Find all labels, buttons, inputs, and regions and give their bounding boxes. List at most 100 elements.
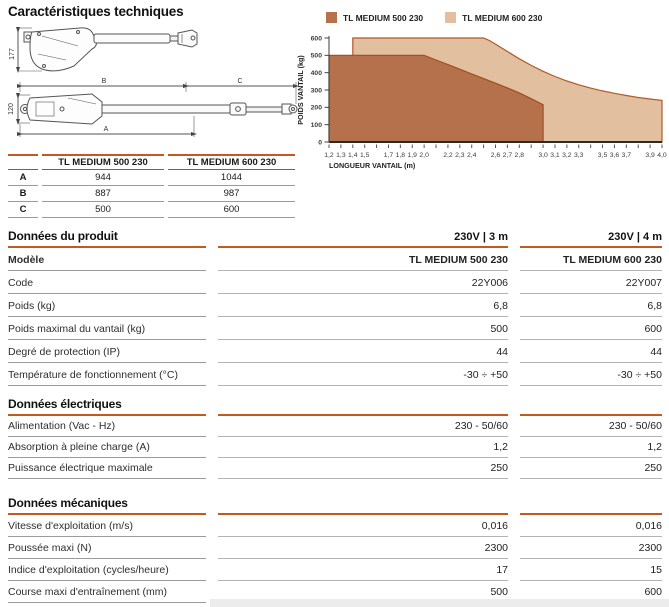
spec-row-value: TL MEDIUM 500 230: [218, 248, 508, 271]
x-tick-label: 3,3: [574, 152, 584, 159]
x-tick-label: 1,5: [360, 152, 370, 159]
gap: [508, 340, 520, 363]
section-title-cell: Données mécaniques: [8, 495, 206, 515]
column-header: [520, 396, 662, 416]
x-tick-label: 1,9: [408, 152, 418, 159]
gap: [206, 340, 218, 363]
x-tick-label: 3,7: [622, 152, 632, 159]
spec-row: Poussée maxi (N) 2300 2300: [8, 537, 662, 559]
spec-row: Puissance électrique maximale 250 250: [8, 458, 662, 479]
legend-swatch: [326, 12, 337, 23]
gap: [508, 515, 520, 537]
gap: [206, 228, 218, 248]
spec-row-value: 1,2: [520, 437, 662, 458]
spec-row-value: 22Y006: [218, 271, 508, 294]
spec-row-label: Poussée maxi (N): [8, 537, 206, 559]
dim-value: 987: [168, 186, 295, 202]
x-tick-label: 3,2: [562, 152, 572, 159]
gap: [508, 458, 520, 479]
dims-corner-cell: [8, 154, 38, 170]
spec-row-value: 1,2: [218, 437, 508, 458]
x-tick-label: 4,0: [657, 152, 667, 159]
spec-row-label: Vitesse d'exploitation (m/s): [8, 515, 206, 537]
y-tick-label: 600: [311, 35, 323, 42]
x-tick-label: 2,3: [455, 152, 465, 159]
dim-value: 500: [42, 202, 164, 218]
dims-col-header: TL MEDIUM 600 230: [168, 154, 295, 170]
gap: [508, 437, 520, 458]
spec-row-value: 44: [520, 340, 662, 363]
x-tick-label: 2,6: [491, 152, 501, 159]
dim-value: 887: [42, 186, 164, 202]
x-tick-label: 1,7: [384, 152, 394, 159]
gap: [206, 416, 218, 437]
x-tick-label: 2,2: [443, 152, 453, 159]
spec-row-value: 600: [520, 317, 662, 340]
x-tick-label: 2,7: [503, 152, 513, 159]
dim-value: 1044: [168, 170, 295, 186]
dim-177-label: 177: [9, 48, 16, 60]
gap: [206, 537, 218, 559]
dim-label: C: [8, 202, 38, 218]
spec-section-header: Données électriques: [8, 396, 662, 416]
dims-col-header: TL MEDIUM 500 230: [42, 154, 164, 170]
spec-row-value: 230 - 50/60: [218, 416, 508, 437]
gap: [206, 458, 218, 479]
gap: [508, 396, 520, 416]
spec-row-value: 6,8: [520, 294, 662, 317]
dim-120-label: 120: [8, 103, 15, 115]
section-title: Données électriques: [8, 397, 122, 411]
spec-row-value: 15: [520, 559, 662, 581]
spec-row-value: 22Y007: [520, 271, 662, 294]
x-tick-label: 3,6: [610, 152, 620, 159]
spec-row-value: 17: [218, 559, 508, 581]
spec-table: Données du produit 230V | 3 m 230V | 4 m Mo…: [8, 228, 662, 603]
x-axis-title: LONGUEUR VANTAIL (m): [329, 161, 416, 170]
spec-row-label: Alimentation (Vac - Hz): [8, 416, 206, 437]
actuator-drawing-svg: 177: [8, 27, 299, 137]
dim-b-label: B: [102, 78, 107, 85]
spec-row: Vitesse d'exploitation (m/s) 0,016 0,016: [8, 515, 662, 537]
x-tick-label: 3,0: [538, 152, 548, 159]
spec-row-value: 250: [520, 458, 662, 479]
spec-row: Absorption à pleine charge (A) 1,2 1,2: [8, 437, 662, 458]
column-header: 230V | 3 m: [218, 228, 508, 248]
spec-row-value: 2300: [218, 537, 508, 559]
dims-header-row: TL MEDIUM 500 230 TL MEDIUM 600 230: [8, 154, 295, 170]
spec-row-value: 0,016: [218, 515, 508, 537]
y-tick-label: 400: [311, 70, 323, 77]
y-tick-label: 500: [311, 53, 323, 60]
spec-row: Degré de protection (IP) 44 44: [8, 340, 662, 363]
gap: [206, 396, 218, 416]
spec-row-label: Absorption à pleine charge (A): [8, 437, 206, 458]
x-tick-label: 3,1: [550, 152, 560, 159]
y-tick-label: 200: [311, 105, 323, 112]
gap: [206, 271, 218, 294]
y-axis-title: POIDS VANTAIL (kg): [296, 55, 305, 125]
spec-row-label: Modèle: [8, 248, 206, 271]
series-area: [328, 54, 544, 143]
gap: [508, 495, 520, 515]
chart-svg: 0 100 200 300 400 500 600 1,2 1,3 1,4 1,5 1,7 1,8 1,9…: [296, 35, 667, 170]
weight-length-chart: TL MEDIUM 500 230 TL MEDIUM 600 230 0 100 2…: [296, 6, 669, 176]
gap: [508, 537, 520, 559]
spec-row-value: 0,016: [520, 515, 662, 537]
gap: [206, 437, 218, 458]
legend-swatch: [445, 12, 457, 23]
x-tick-label: 3,9: [645, 152, 655, 159]
x-tick-label: 3,5: [598, 152, 608, 159]
y-tick-label: 0: [318, 139, 322, 146]
chart-legend: TL MEDIUM 500 230 TL MEDIUM 600 230: [326, 12, 542, 23]
spec-row-label: Puissance électrique maximale: [8, 458, 206, 479]
side-view: [16, 27, 198, 73]
column-header: [520, 495, 662, 515]
gap: [508, 317, 520, 340]
footer-strip: [210, 599, 669, 607]
gap: [508, 248, 520, 271]
gap: [206, 317, 218, 340]
dim-value: 944: [42, 170, 164, 186]
legend-label: TL MEDIUM 500 230: [343, 12, 424, 23]
spec-row-label: Température de fonctionnement (°C): [8, 363, 206, 386]
spec-row-value: TL MEDIUM 600 230: [520, 248, 662, 271]
